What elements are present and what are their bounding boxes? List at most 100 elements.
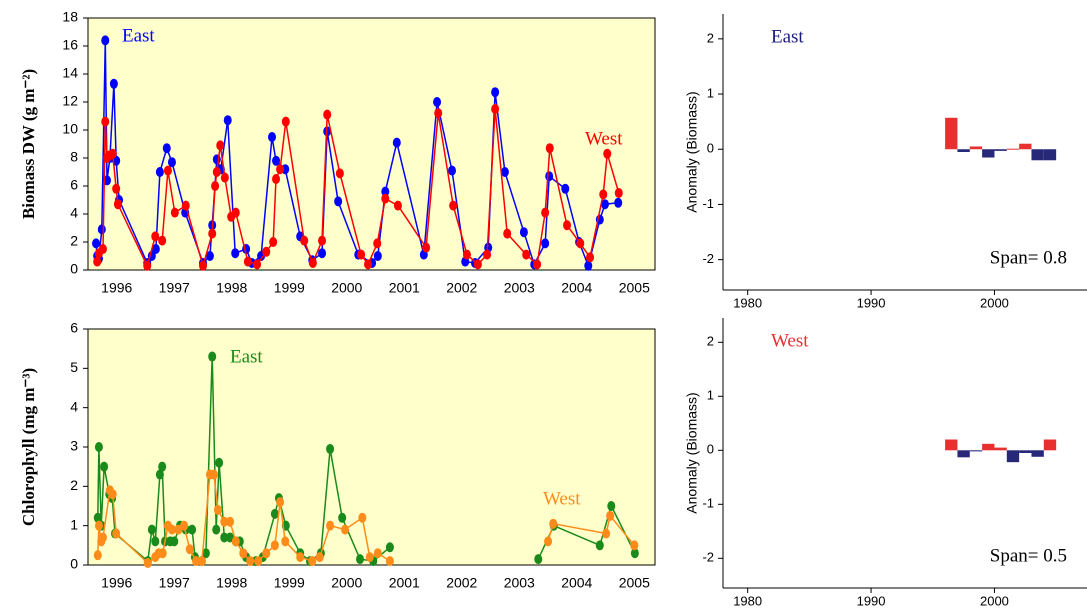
data-point [220, 172, 229, 183]
data-point [358, 512, 367, 523]
data-point [630, 548, 639, 559]
panel-label: East [771, 26, 804, 47]
data-point [335, 168, 344, 179]
x-tick-label: 2005 [619, 575, 650, 591]
data-point [147, 524, 156, 535]
data-point [93, 256, 102, 267]
data-point [143, 260, 152, 271]
data-point [212, 524, 221, 535]
data-point [199, 260, 208, 271]
data-point [603, 148, 612, 159]
data-point [434, 108, 443, 119]
bar [945, 117, 958, 150]
panel-label: West [771, 330, 809, 351]
data-point [94, 520, 103, 531]
data-point [158, 461, 167, 472]
y-tick-label: 0 [707, 141, 714, 156]
data-point [281, 116, 290, 127]
data-point [373, 251, 382, 261]
data-point [192, 556, 201, 567]
data-point [607, 501, 616, 511]
data-point [231, 536, 240, 547]
data-point [381, 193, 390, 204]
bar [1006, 450, 1020, 463]
data-point [491, 87, 500, 98]
data-point [211, 181, 220, 191]
data-point [262, 548, 271, 559]
y-tick-label: -2 [702, 550, 714, 565]
series-label: West [543, 488, 581, 509]
data-point [201, 548, 210, 559]
data-point [181, 200, 190, 211]
y-tick-label: 5 [70, 359, 78, 375]
x-tick-label: 1997 [159, 575, 190, 591]
bar [945, 439, 958, 451]
data-point [500, 167, 509, 177]
data-point [268, 132, 277, 142]
data-point [308, 556, 317, 567]
bar [957, 450, 970, 458]
data-point [534, 554, 543, 565]
y-tick-label: 4 [70, 205, 78, 221]
span-annotation: Span= 0.8 [990, 247, 1067, 268]
x-tick-label: 2000 [331, 575, 362, 591]
x-tick-label: 2003 [504, 280, 535, 296]
bar [1031, 450, 1044, 457]
bar [1031, 149, 1044, 161]
y-axis-label: Chlorophyll (mg m⁻³) [19, 368, 38, 526]
data-point [213, 504, 222, 515]
data-point [180, 520, 189, 531]
data-point [365, 552, 374, 563]
data-point [100, 461, 109, 472]
y-tick-label: 2 [70, 477, 78, 493]
data-point [98, 244, 107, 254]
data-point [112, 183, 121, 194]
series-label: West [585, 128, 623, 149]
y-tick-label: 16 [62, 37, 78, 53]
y-tick-label: 0 [70, 556, 78, 572]
data-point [272, 174, 281, 184]
bar [994, 149, 1007, 151]
data-point [549, 518, 558, 529]
data-point [318, 235, 327, 246]
data-point [462, 249, 471, 260]
data-point [216, 140, 225, 151]
y-tick-label: -1 [702, 196, 714, 211]
y-tick-label: 0 [707, 442, 714, 457]
y-tick-label: 1 [707, 85, 714, 100]
bar [1006, 148, 1020, 150]
x-tick-label: 2001 [389, 575, 420, 591]
data-point [151, 231, 160, 242]
data-point [296, 552, 305, 563]
bar [1019, 450, 1032, 453]
bar [982, 149, 995, 158]
y-tick-label: 2 [707, 334, 714, 349]
data-point [326, 520, 335, 531]
data-point [503, 228, 512, 239]
bar [994, 447, 1007, 451]
series-label: East [230, 346, 263, 367]
data-point [315, 552, 324, 563]
y-tick-label: 1 [70, 516, 78, 532]
x-tick-label: 1980 [733, 593, 762, 608]
x-tick-label: 1999 [274, 575, 305, 591]
data-point [262, 246, 271, 257]
data-point [385, 556, 394, 567]
data-point [373, 238, 382, 249]
x-tick-label: 2004 [561, 575, 592, 591]
bar [1019, 143, 1032, 150]
data-point [158, 548, 167, 559]
bar [1043, 439, 1057, 451]
data-point [373, 548, 382, 559]
y-axis-label: Anomaly (Biomass) [684, 91, 700, 212]
data-point [112, 528, 121, 539]
data-point [231, 207, 240, 218]
data-point [541, 207, 550, 218]
data-point [606, 510, 615, 521]
x-tick-label: 1996 [101, 280, 132, 296]
data-point [92, 238, 101, 249]
data-point [151, 244, 160, 254]
data-point [239, 548, 248, 559]
y-tick-label: 2 [707, 30, 714, 45]
x-tick-label: 1998 [216, 575, 247, 591]
